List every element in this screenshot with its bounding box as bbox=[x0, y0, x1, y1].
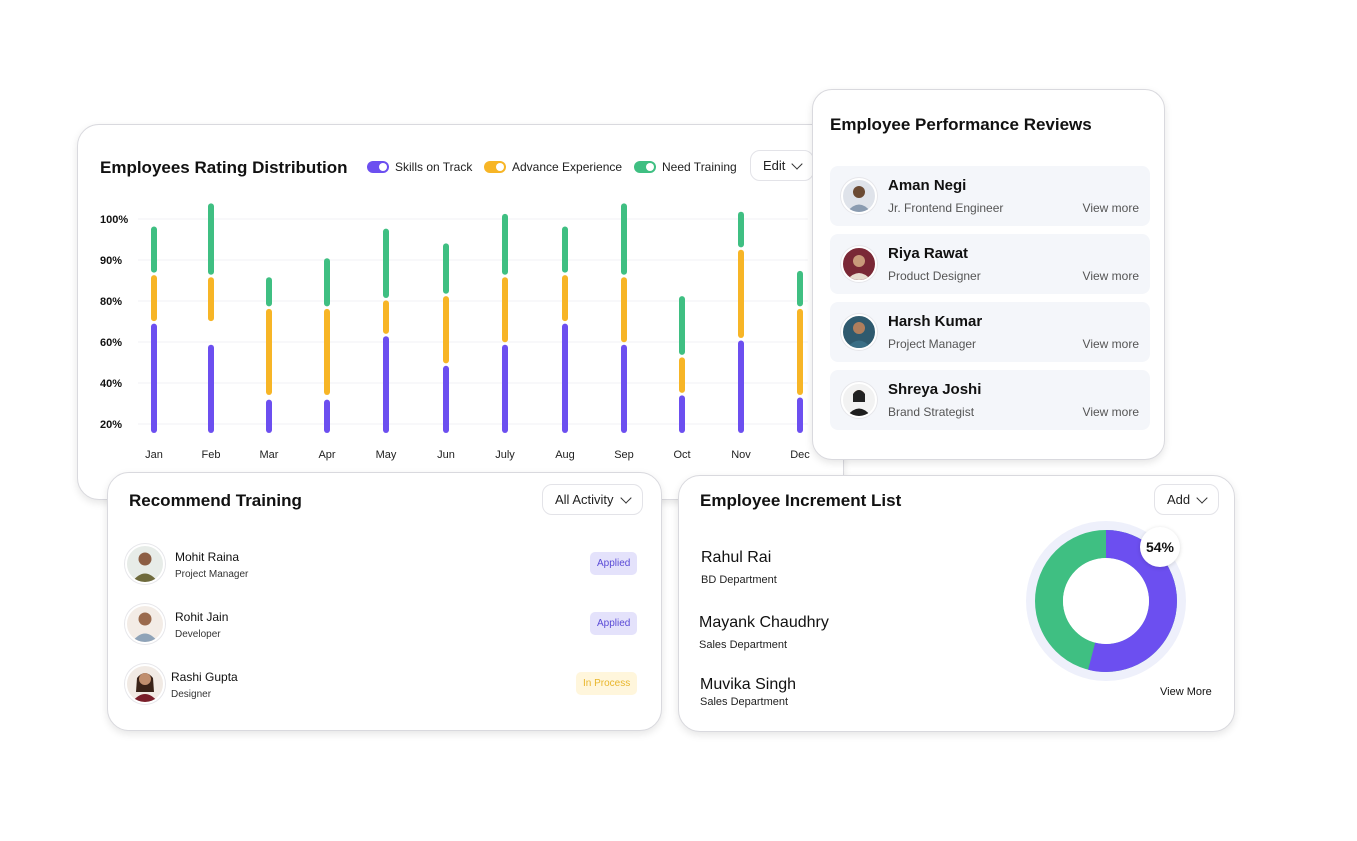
review-row[interactable]: Riya Rawat Product Designer View more bbox=[830, 234, 1150, 294]
x-tick-label: July bbox=[495, 449, 515, 461]
avatar bbox=[125, 664, 165, 704]
view-more-link[interactable]: View more bbox=[1082, 337, 1139, 351]
avatar bbox=[841, 314, 877, 350]
chevron-down-icon bbox=[791, 157, 804, 170]
review-name: Shreya Joshi bbox=[888, 381, 982, 398]
increment-dept: BD Department bbox=[701, 574, 777, 586]
y-tick-label: 90% bbox=[100, 255, 122, 267]
increment-title: Employee Increment List bbox=[700, 491, 902, 510]
y-tick-label: 60% bbox=[100, 337, 122, 349]
toggle-icon[interactable] bbox=[484, 161, 506, 173]
status-badge: Applied bbox=[590, 552, 638, 575]
increment-name: Rahul Rai bbox=[701, 549, 772, 566]
y-tick-label: 100% bbox=[100, 214, 128, 226]
status-badge: In Process bbox=[576, 672, 638, 695]
review-row[interactable]: Harsh Kumar Project Manager View more bbox=[830, 302, 1150, 362]
activity-filter-dropdown[interactable]: All Activity bbox=[542, 484, 643, 515]
toggle-icon[interactable] bbox=[634, 161, 656, 173]
legend-training[interactable]: Need Training bbox=[634, 160, 737, 174]
increment-card: Employee Increment List Add Rahul Rai BD… bbox=[678, 475, 1235, 732]
x-tick-label: Nov bbox=[731, 449, 751, 461]
training-role: Developer bbox=[175, 629, 221, 640]
edit-dropdown[interactable]: Edit bbox=[750, 150, 815, 181]
training-name: Rashi Gupta bbox=[171, 670, 238, 684]
rating-chart: 100% 90% 80% 60% 40% 20% Jan Feb Mar Apr May Jun Jul… bbox=[100, 203, 810, 461]
increment-name: Muvika Singh bbox=[700, 676, 797, 693]
x-tick-label: Jan bbox=[145, 449, 163, 461]
review-row[interactable]: Shreya Joshi Brand Strategist View more bbox=[830, 370, 1150, 430]
training-title: Recommend Training bbox=[129, 491, 302, 510]
increment-dept: Sales Department bbox=[700, 696, 789, 708]
chevron-down-icon bbox=[619, 491, 632, 504]
reviews-card: Employee Performance Reviews Aman Negi J… bbox=[812, 89, 1165, 460]
chevron-down-icon bbox=[1196, 491, 1208, 504]
view-more-link[interactable]: View more bbox=[1082, 201, 1139, 215]
training-card: Recommend Training All Activity Mohit Ra… bbox=[107, 472, 662, 731]
view-more-link[interactable]: View more bbox=[1082, 269, 1139, 283]
review-name: Harsh Kumar bbox=[888, 313, 983, 330]
x-tick-label: Mar bbox=[260, 449, 279, 461]
x-tick-label: Jun bbox=[437, 449, 455, 461]
x-tick-label: Aug bbox=[555, 449, 575, 461]
activity-filter-label: All Activity bbox=[555, 492, 614, 507]
legend-advance[interactable]: Advance Experience bbox=[484, 160, 622, 174]
training-name: Rohit Jain bbox=[175, 610, 229, 624]
x-tick-label: Apr bbox=[318, 449, 335, 461]
x-tick-label: Oct bbox=[673, 449, 690, 461]
review-role: Project Manager bbox=[888, 337, 977, 351]
x-tick-label: May bbox=[376, 449, 397, 461]
review-role: Jr. Frontend Engineer bbox=[888, 201, 1004, 215]
donut-center bbox=[1063, 558, 1149, 644]
x-tick-label: Dec bbox=[790, 449, 810, 461]
view-more-link[interactable]: View more bbox=[1082, 405, 1139, 419]
review-row[interactable]: Aman Negi Jr. Frontend Engineer View mor… bbox=[830, 166, 1150, 226]
review-role: Brand Strategist bbox=[888, 405, 975, 419]
x-tick-label: Feb bbox=[202, 449, 221, 461]
rating-card: Employees Rating Distribution Skills on … bbox=[77, 124, 844, 500]
x-tick-label: Sep bbox=[614, 449, 634, 461]
add-label: Add bbox=[1167, 492, 1191, 507]
training-role: Project Manager bbox=[175, 569, 249, 580]
donut-percent-label: 54% bbox=[1145, 539, 1175, 555]
review-role: Product Designer bbox=[888, 269, 981, 283]
training-name: Mohit Raina bbox=[175, 550, 240, 564]
view-more-link[interactable]: View More bbox=[1160, 686, 1212, 698]
increment-dept: Sales Department bbox=[699, 639, 788, 651]
toggle-icon[interactable] bbox=[367, 161, 389, 173]
review-name: Aman Negi bbox=[888, 177, 967, 194]
avatar bbox=[841, 246, 877, 282]
legend-label: Advance Experience bbox=[512, 160, 623, 174]
y-tick-label: 40% bbox=[100, 378, 122, 390]
legend-label: Skills on Track bbox=[395, 160, 473, 174]
y-tick-label: 80% bbox=[100, 296, 122, 308]
avatar bbox=[125, 604, 165, 644]
legend-label: Need Training bbox=[662, 160, 737, 174]
training-role: Designer bbox=[171, 689, 212, 700]
avatar bbox=[841, 382, 877, 418]
add-dropdown[interactable]: Add bbox=[1154, 484, 1220, 515]
donut-percent-badge: 54% bbox=[1140, 527, 1180, 567]
increment-name: Mayank Chaudhry bbox=[699, 614, 829, 631]
y-tick-label: 20% bbox=[100, 419, 122, 431]
status-badge: Applied bbox=[590, 612, 638, 635]
rating-title: Employees Rating Distribution bbox=[100, 158, 348, 177]
review-name: Riya Rawat bbox=[888, 245, 969, 262]
edit-label: Edit bbox=[763, 158, 786, 173]
legend-skills[interactable]: Skills on Track bbox=[367, 160, 472, 174]
reviews-title: Employee Performance Reviews bbox=[830, 115, 1092, 134]
avatar bbox=[125, 544, 165, 584]
avatar bbox=[841, 178, 877, 214]
donut-value-arc bbox=[1035, 530, 1177, 672]
